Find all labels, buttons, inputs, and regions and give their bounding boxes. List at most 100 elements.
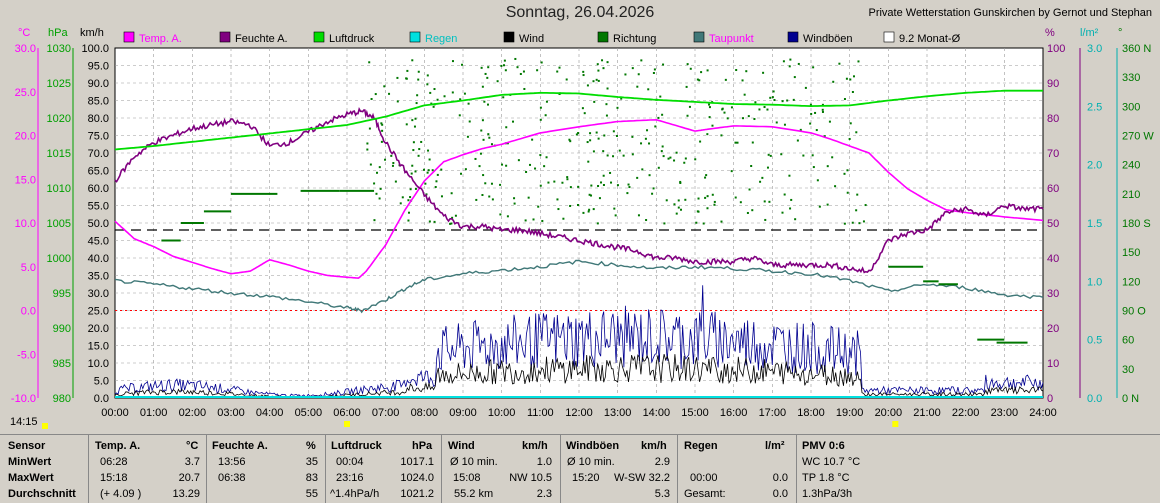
wind-axis-tick: 45.0 [88,236,109,248]
direction-dot [679,180,682,183]
direction-dot [781,211,784,214]
direction-dot [504,69,507,72]
direction-dot [368,127,371,130]
direction-dot [430,102,433,105]
x-axis-tick: 23:00 [991,407,1019,419]
direction-dot [541,219,544,222]
stats-header-gusts: Windböen [566,440,620,452]
stats-cell: 3.7 [184,456,200,468]
direction-dot [582,211,585,214]
rain-axis-tick: 0.0 [1087,393,1102,405]
direction-dot [488,195,491,198]
direction-dot [517,159,520,162]
direction-dot [474,157,477,160]
direction-dot [586,84,589,87]
stats-divider [441,435,442,503]
direction-dot [366,148,369,151]
direction-dot [773,99,776,102]
direction-dot [480,129,483,132]
direction-dot [704,196,707,199]
direction-dot [652,187,655,190]
direction-dot [614,214,617,217]
direction-dot [846,169,849,172]
direction-dot [843,172,846,175]
x-axis-tick: 21:00 [913,407,941,419]
direction-dot [789,58,792,61]
direction-dot [763,106,766,109]
direction-dot [373,219,376,222]
direction-dot [379,187,382,190]
direction-dot [852,75,855,78]
stats-cell: Ø 10 min. [450,456,498,468]
direction-dot [369,163,372,166]
stats-row-label: Durchschnitt [8,488,76,500]
x-axis-tick: 01:00 [140,407,168,419]
wind-axis-tick: 95.0 [88,61,109,73]
direction-dot [855,131,858,134]
direction-axis-tick: 240 [1122,160,1140,172]
wind-axis-tick: 15.0 [88,341,109,353]
temp-axis-tick: 30.0 [15,43,36,55]
direction-dot [702,222,705,225]
direction-dot [491,198,494,201]
direction-dot [569,204,572,207]
direction-dot [405,123,408,126]
pressure-axis-tick: 1015 [47,148,71,160]
direction-dot [628,186,631,189]
wind-axis-tick: 75.0 [88,131,109,143]
direction-dot [390,154,393,157]
direction-dot [413,125,416,128]
stats-header-gusts-unit: km/h [641,440,667,452]
direction-dot [467,102,470,105]
stats-cell: 0.0 [772,472,788,484]
direction-dot [505,164,508,167]
rain-axis-tick: 0.5 [1087,335,1102,347]
direction-dot [596,222,599,225]
direction-dot [665,199,668,202]
stats-cell: 1.0 [536,456,552,468]
direction-dot [705,174,708,177]
direction-dot [809,103,812,106]
direction-dot [433,220,436,223]
direction-dot [383,85,386,88]
direction-dot [769,96,772,99]
direction-dot [502,96,505,99]
direction-dot [631,67,634,70]
direction-dot [539,184,542,187]
direction-axis-tick: 360 N [1122,43,1151,55]
direction-dot [768,200,771,203]
direction-dot [602,183,605,186]
direction-dot [648,174,651,177]
direction-dot [661,113,664,116]
direction-dot [481,85,484,88]
direction-dot [723,111,726,114]
direction-dot [790,198,793,201]
direction-dot [378,166,381,169]
stats-header-pmv: PMV 0:6 [802,440,845,452]
direction-dot [849,78,852,81]
direction-dot [700,71,703,74]
humidity-axis-tick: 100 [1047,43,1065,55]
temp-axis-unit: °C [18,27,30,39]
direction-dot [556,198,559,201]
direction-dot [451,216,454,219]
direction-dot [679,182,682,185]
direction-dot [843,98,846,101]
direction-dot [683,161,686,164]
direction-dot [736,141,739,144]
direction-dot [797,62,800,65]
wind-axis-tick: 0.0 [94,393,109,405]
direction-dot [595,131,598,134]
stats-cell: (+ 4.09 ) [100,488,142,500]
direction-dot [466,135,469,138]
direction-dot [764,218,767,221]
direction-dot [606,154,609,157]
x-axis-tick: 06:00 [333,407,361,419]
direction-dot [407,211,410,214]
direction-dot [588,208,591,211]
direction-axis-tick: 180 S [1122,218,1151,230]
direction-dot [595,78,598,81]
x-axis-tick: 17:00 [759,407,787,419]
stats-cell: 15:18 [100,472,128,484]
direction-dot [597,184,600,187]
